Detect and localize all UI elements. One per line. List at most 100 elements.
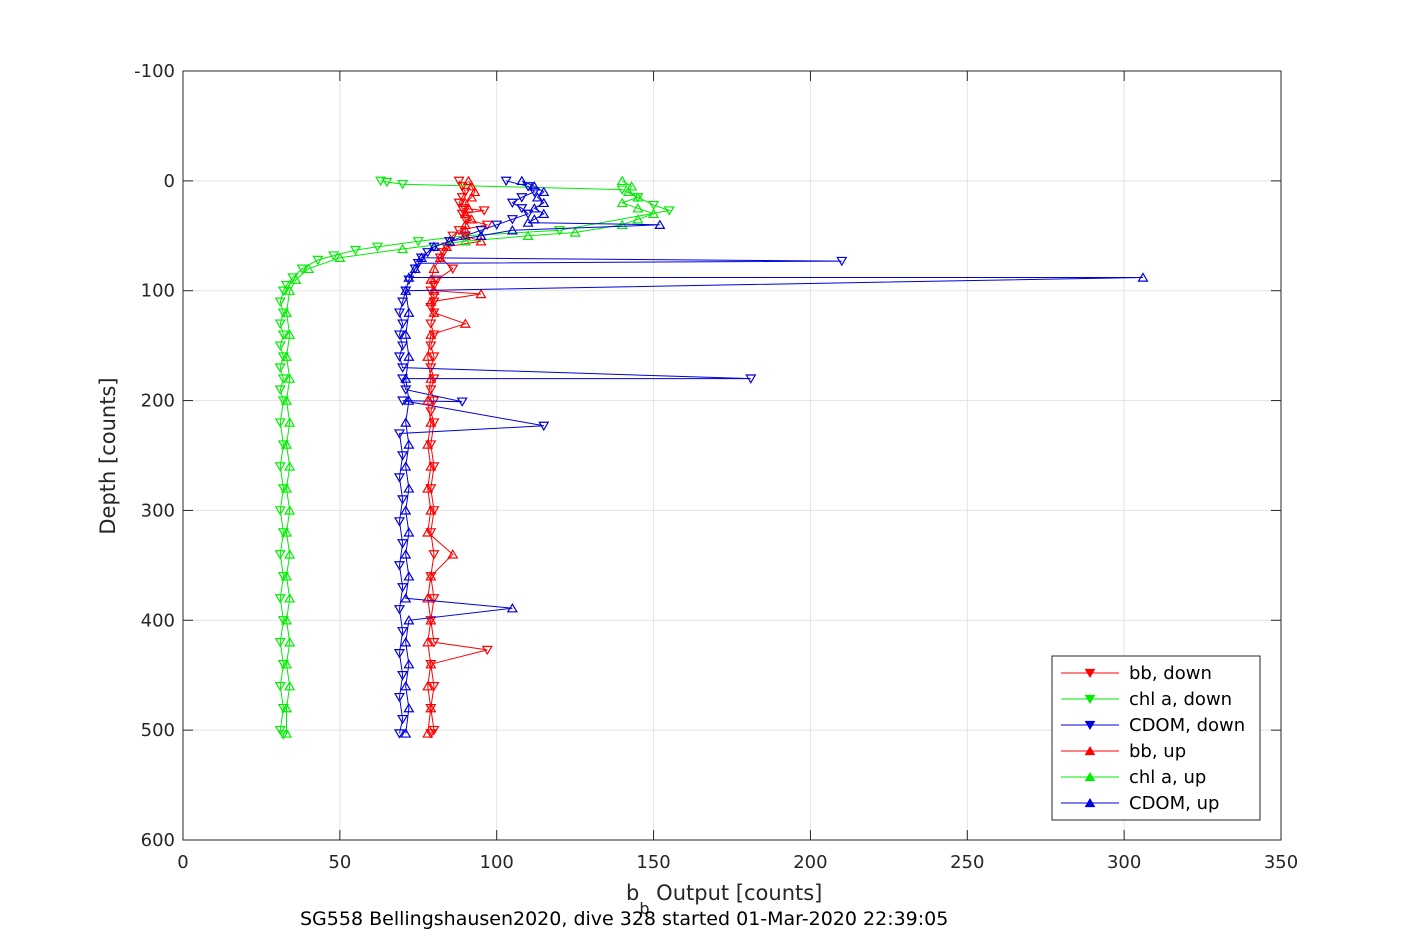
- data-point: [425, 341, 437, 351]
- data-point: [280, 439, 293, 449]
- data-point: [397, 319, 409, 329]
- data-point: [403, 483, 415, 493]
- plot-frame: [182, 70, 1282, 841]
- data-point: [475, 288, 487, 299]
- data-point: [616, 185, 628, 195]
- data-point: [400, 549, 412, 559]
- data-point: [371, 242, 384, 253]
- data-point: [274, 550, 286, 560]
- data-point: [328, 251, 340, 261]
- data-point: [516, 204, 528, 214]
- data-point: [397, 714, 409, 725]
- x-axis-label-rest: Output [counts]: [650, 881, 823, 905]
- data-point: [836, 256, 848, 267]
- y-axis-label: Depth [counts]: [96, 377, 120, 534]
- data-point: [453, 198, 465, 209]
- data-point: [425, 615, 437, 625]
- data-point: [397, 451, 409, 461]
- data-point: [538, 186, 550, 197]
- data-point: [475, 236, 487, 246]
- data-point: [459, 219, 471, 229]
- data-point: [277, 730, 289, 740]
- ticks: 0 50 100 150 200 250 300 350 -100 0 100 200 300 400 50…: [134, 61, 1298, 873]
- y-tick-label: 400: [141, 610, 175, 631]
- data-point: [422, 527, 434, 537]
- data-point: [466, 181, 478, 191]
- data-point: [393, 473, 406, 483]
- y-tick-label: 600: [141, 830, 175, 851]
- data-point: [428, 594, 440, 604]
- data-point: [397, 671, 409, 681]
- data-point: [648, 200, 660, 211]
- data-point: [397, 627, 409, 637]
- data-point: [277, 440, 289, 450]
- x-tick-label: 250: [950, 852, 984, 873]
- data-point: [475, 230, 487, 240]
- series-5: [400, 175, 1149, 738]
- data-point: [531, 192, 544, 202]
- data-point: [277, 660, 289, 670]
- data-point: [280, 728, 293, 738]
- data-point: [522, 209, 534, 220]
- data-point: [290, 274, 302, 284]
- data-point: [425, 484, 437, 494]
- data-point: [425, 407, 437, 417]
- data-point: [459, 197, 471, 208]
- data-point: [425, 729, 437, 739]
- data-point: [616, 197, 628, 208]
- data-point: [393, 649, 406, 659]
- data-point: [466, 214, 478, 224]
- data-point: [632, 192, 644, 202]
- data-point: [397, 363, 409, 373]
- data-point: [393, 308, 406, 318]
- data-point: [400, 461, 412, 471]
- data-point: [334, 252, 346, 262]
- data-point: [422, 439, 434, 449]
- x-axis-label: bb Output [counts]: [626, 881, 822, 918]
- data-point: [428, 292, 440, 302]
- data-point: [456, 182, 468, 192]
- data-point: [428, 462, 440, 472]
- x-axis-label-subscript: b: [639, 899, 649, 918]
- y-tick-label: -100: [134, 61, 175, 82]
- data-point: [284, 549, 296, 559]
- data-point: [277, 703, 289, 714]
- series-layer: [274, 175, 1149, 740]
- data-point: [569, 227, 581, 237]
- data-point: [475, 226, 487, 236]
- data-point: [428, 506, 440, 516]
- data-point: [280, 483, 293, 493]
- data-point: [277, 286, 289, 296]
- data-point: [277, 374, 289, 384]
- legend-entry: bb, up: [1129, 741, 1186, 762]
- data-point: [425, 658, 437, 669]
- data-point: [428, 418, 440, 428]
- data-point: [425, 417, 437, 427]
- data-point: [459, 215, 471, 225]
- data-point: [397, 243, 409, 254]
- data-point: [397, 297, 409, 307]
- data-point: [397, 374, 409, 384]
- data-point: [538, 421, 550, 432]
- data-point: [425, 363, 437, 373]
- data-point: [400, 680, 412, 691]
- data-point: [516, 175, 528, 186]
- data-point: [425, 296, 437, 306]
- data-point: [459, 208, 471, 219]
- data-point: [616, 175, 628, 186]
- data-point: [632, 214, 644, 224]
- data-point: [280, 281, 293, 291]
- data-point: [274, 506, 286, 516]
- data-point: [274, 638, 286, 648]
- data-point: [274, 594, 286, 604]
- data-point: [478, 206, 490, 216]
- data-point: [459, 230, 471, 240]
- data-point: [425, 329, 437, 339]
- data-point: [538, 208, 550, 219]
- data-point: [400, 505, 412, 515]
- x-tick-label: 350: [1264, 852, 1298, 873]
- data-point: [456, 193, 468, 203]
- footer-text: SG558 Bellingshausen2020, dive 328 start…: [300, 908, 948, 930]
- data-point: [274, 319, 286, 329]
